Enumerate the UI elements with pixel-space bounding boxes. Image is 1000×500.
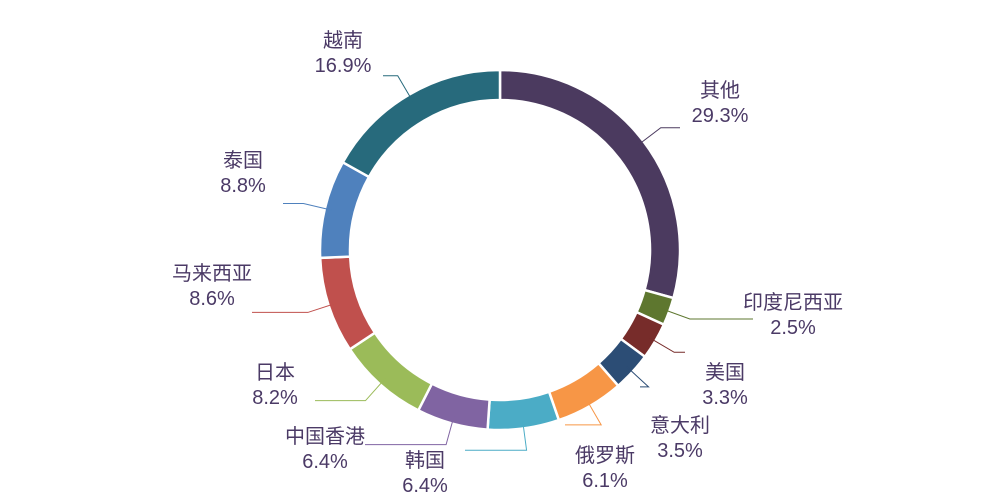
- slice-value-label: 3.3%: [702, 387, 748, 409]
- leader-line: [636, 127, 680, 147]
- slice-日本: [348, 331, 434, 413]
- slice-value-label: 8.6%: [189, 288, 235, 310]
- leader-line: [648, 336, 685, 353]
- leader-line: [383, 75, 414, 102]
- leader-line: [565, 398, 603, 426]
- slice-label: 韩国: [405, 449, 445, 472]
- leader-line: [315, 377, 386, 402]
- slice-value-label: 6.1%: [582, 470, 628, 492]
- slice-label: 印度尼西亚: [743, 291, 843, 314]
- slice-label: 日本: [255, 361, 295, 384]
- slice-马来西亚: [318, 255, 377, 352]
- slice-value-label: 2.5%: [770, 317, 816, 339]
- leader-line: [626, 366, 650, 388]
- slice-其他: [498, 68, 682, 300]
- slice-泰国: [318, 160, 371, 260]
- slice-value-label: 29.3%: [692, 105, 749, 127]
- slice-label: 美国: [705, 361, 745, 384]
- slice-value-label: 6.4%: [402, 475, 448, 497]
- slice-value-label: 8.2%: [252, 387, 298, 409]
- leader-line: [365, 415, 455, 446]
- leader-line: [465, 420, 528, 451]
- slice-label: 越南: [323, 29, 363, 52]
- slice-value-label: 6.4%: [302, 451, 348, 473]
- slice-label: 俄罗斯: [575, 444, 635, 467]
- slice-label: 中国香港: [285, 425, 365, 448]
- slice-label: 其他: [700, 79, 740, 102]
- slice-label: 意大利: [650, 414, 710, 437]
- slice-越南: [341, 68, 502, 179]
- leader-line: [661, 308, 753, 320]
- slice-value-label: 16.9%: [315, 55, 372, 77]
- slice-value-label: 8.8%: [220, 175, 266, 197]
- leader-line: [252, 302, 337, 313]
- leader-line: [283, 202, 333, 211]
- slice-value-label: 3.5%: [657, 440, 703, 462]
- slice-label: 马来西亚: [172, 262, 252, 285]
- slice-label: 泰国: [223, 149, 263, 172]
